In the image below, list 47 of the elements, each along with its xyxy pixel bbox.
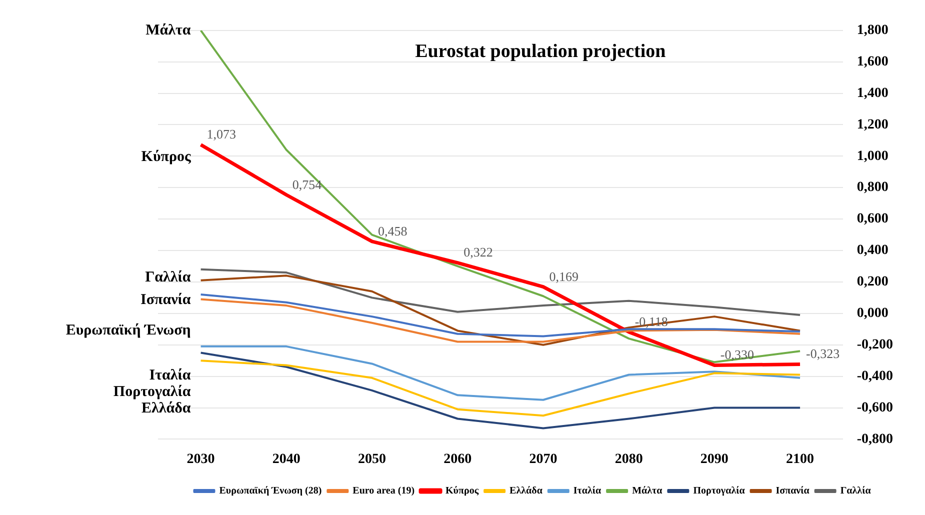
- annotation: Ευρωπαϊκή Ένωση: [66, 322, 191, 339]
- data-label: 1,073: [206, 126, 236, 142]
- y-tick-label: -0,200: [856, 337, 894, 352]
- legend-label: Ευρωπαϊκή Ένωση (28): [219, 486, 322, 497]
- annotation: Κύπρος: [141, 149, 192, 166]
- y-tick-label: 0,600: [856, 212, 888, 227]
- annotation: Ελλάδα: [142, 400, 192, 416]
- x-tick-label: 2050: [358, 452, 386, 468]
- y-tick-label: 0,200: [856, 274, 888, 290]
- text: Eurostat population projection: [415, 40, 666, 62]
- data-label: 0,322: [464, 244, 493, 260]
- legend-label: Γαλλία: [840, 486, 872, 497]
- y-tick-label: 1,400: [856, 86, 888, 101]
- y-tick-label: 0,800: [856, 180, 888, 196]
- y-tick-label: -0,800: [856, 432, 894, 447]
- y-tick-label: 1,000: [856, 148, 888, 164]
- y-tick-label: 1,600: [856, 54, 888, 70]
- annotation: Γαλλία: [145, 270, 192, 286]
- legend-label: Μάλτα: [632, 486, 663, 497]
- data-label: 0,754: [292, 176, 322, 192]
- x-tick-label: 2040: [272, 452, 300, 468]
- legend-label: Euro area (19): [352, 486, 415, 497]
- annotation: Ισπανία: [140, 292, 192, 308]
- legend-label: Κύπρος: [446, 486, 480, 497]
- legend-label: Ισπανία: [776, 486, 810, 497]
- x-tick-label: 2090: [700, 452, 728, 468]
- annotation: Ιταλία: [149, 368, 192, 384]
- x-tick-label: 2080: [614, 452, 643, 468]
- y-tick-label: -0,600: [856, 400, 894, 416]
- data-label: 0,458: [378, 223, 408, 238]
- y-tick-label: 1,800: [856, 23, 888, 38]
- y-tick-label: 0,000: [856, 306, 888, 322]
- x-tick-label: 2070: [529, 452, 558, 468]
- x-tick-label: 2030: [186, 452, 215, 468]
- annotation: Μάλτα: [146, 22, 192, 38]
- legend-label: Ελλάδα: [510, 486, 543, 497]
- data-label: 0,169: [549, 268, 578, 284]
- legend-label: Ιταλία: [573, 486, 602, 497]
- x-tick-label: 2100: [786, 452, 814, 468]
- legend-label: Πορτογαλία: [693, 486, 746, 497]
- y-tick-label: 0,400: [856, 243, 888, 258]
- data-label: -0,330: [720, 347, 754, 362]
- y-tick-label: -0,400: [856, 368, 894, 384]
- y-tick-label: 1,200: [856, 117, 888, 132]
- data-label: -0,323: [806, 346, 840, 362]
- x-tick-label: 2060: [444, 452, 472, 468]
- annotation: Πορτογαλία: [113, 384, 192, 400]
